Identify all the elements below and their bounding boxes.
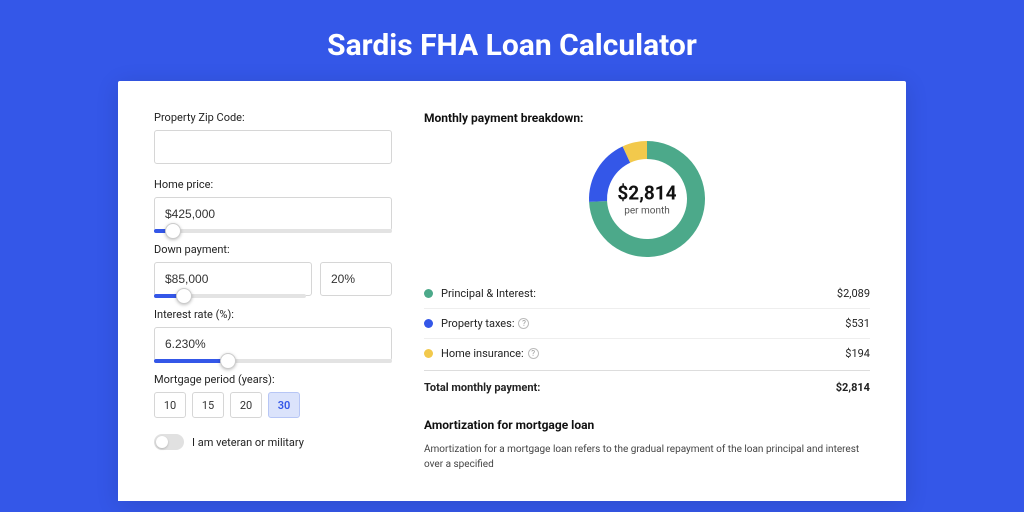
breakdown-column: Monthly payment breakdown: $2,814 per mo… (424, 111, 870, 501)
veteran-label: I am veteran or military (192, 436, 304, 449)
page-title: Sardis FHA Loan Calculator (0, 0, 1024, 81)
legend-dot (424, 319, 433, 328)
amortization-text: Amortization for a mortgage loan refers … (424, 442, 870, 472)
mortgage-period-label: Mortgage period (years): (154, 373, 392, 386)
home-price-input[interactable] (154, 197, 392, 231)
zip-field: Property Zip Code: (154, 111, 392, 164)
period-option-20[interactable]: 20 (230, 392, 262, 418)
donut-center: $2,814 per month (617, 182, 676, 217)
info-icon[interactable]: ? (528, 348, 539, 359)
interest-rate-slider[interactable] (154, 359, 392, 363)
home-price-field: Home price: (154, 178, 392, 233)
interest-rate-field: Interest rate (%): (154, 308, 392, 363)
breakdown-row: Principal & Interest: $2,089 (424, 279, 870, 309)
breakdown-label: Home insurance: ? (441, 347, 539, 360)
form-column: Property Zip Code: Home price: Down paym… (154, 111, 392, 501)
slider-thumb[interactable] (165, 223, 181, 239)
slider-thumb[interactable] (220, 353, 236, 369)
zip-label: Property Zip Code: (154, 111, 392, 124)
donut-chart: $2,814 per month (424, 139, 870, 259)
veteran-toggle[interactable] (154, 434, 184, 450)
zip-input[interactable] (154, 130, 392, 164)
breakdown-title: Monthly payment breakdown: (424, 111, 870, 125)
down-payment-slider[interactable] (154, 294, 306, 298)
home-price-label: Home price: (154, 178, 392, 191)
breakdown-row: Property taxes: ? $531 (424, 309, 870, 339)
breakdown-row: Home insurance: ? $194 (424, 339, 870, 368)
slider-thumb[interactable] (176, 288, 192, 304)
period-option-30[interactable]: 30 (268, 392, 300, 418)
total-label: Total monthly payment: (424, 381, 540, 394)
slider-fill (154, 359, 228, 363)
down-payment-field: Down payment: (154, 243, 392, 298)
calculator-card: Property Zip Code: Home price: Down paym… (118, 81, 906, 501)
amortization-title: Amortization for mortgage loan (424, 418, 870, 432)
interest-rate-label: Interest rate (%): (154, 308, 392, 321)
toggle-knob (156, 436, 168, 448)
period-option-15[interactable]: 15 (192, 392, 224, 418)
legend-dot (424, 289, 433, 298)
home-price-slider[interactable] (154, 229, 392, 233)
period-option-10[interactable]: 10 (154, 392, 186, 418)
donut-sub: per month (617, 206, 676, 217)
breakdown-label: Property taxes: ? (441, 317, 529, 330)
down-payment-label: Down payment: (154, 243, 392, 256)
veteran-row: I am veteran or military (154, 434, 392, 450)
total-row: Total monthly payment: $2,814 (424, 370, 870, 408)
legend-dot (424, 349, 433, 358)
breakdown-list: Principal & Interest: $2,089 Property taxe… (424, 279, 870, 368)
interest-rate-input[interactable] (154, 327, 392, 361)
info-icon[interactable]: ? (518, 318, 529, 329)
breakdown-value: $194 (845, 347, 870, 360)
down-payment-percent-input[interactable] (320, 262, 392, 296)
breakdown-value: $531 (845, 317, 870, 330)
total-value: $2,814 (836, 381, 870, 394)
donut-amount: $2,814 (617, 182, 676, 205)
period-options: 10152030 (154, 392, 392, 418)
breakdown-label: Principal & Interest: (441, 287, 536, 300)
breakdown-value: $2,089 (837, 287, 870, 300)
mortgage-period-field: Mortgage period (years): 10152030 (154, 373, 392, 418)
